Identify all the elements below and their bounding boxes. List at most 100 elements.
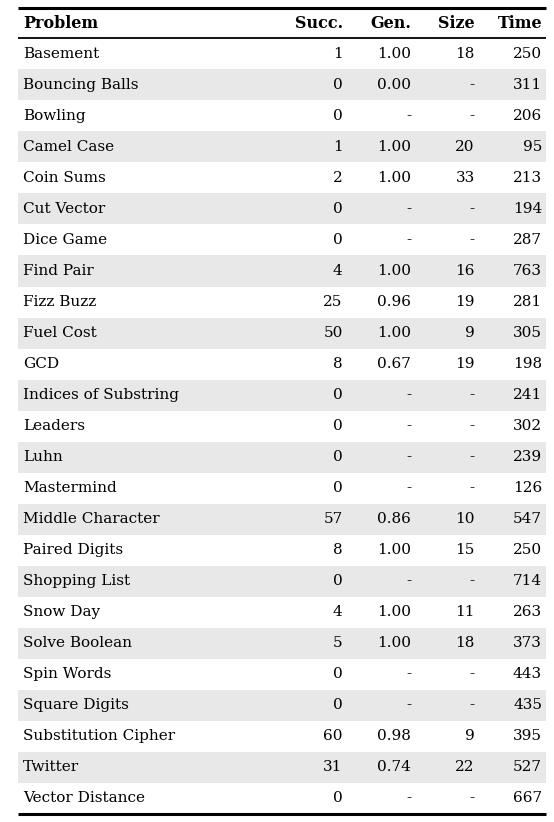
Text: -: - — [406, 233, 412, 247]
Bar — [18, 100, 546, 132]
Text: 0: 0 — [333, 233, 343, 247]
Text: 0: 0 — [333, 202, 343, 216]
Text: GCD: GCD — [23, 357, 59, 371]
Text: 18: 18 — [455, 636, 475, 650]
Text: 213: 213 — [513, 171, 542, 185]
Bar — [18, 441, 546, 473]
Text: 4: 4 — [333, 605, 343, 619]
Text: 10: 10 — [455, 512, 475, 526]
Text: -: - — [470, 233, 475, 247]
Text: 31: 31 — [324, 760, 343, 774]
Text: 1: 1 — [333, 47, 343, 61]
Text: 0.98: 0.98 — [377, 729, 412, 743]
Text: Solve Boolean: Solve Boolean — [23, 636, 132, 650]
Text: Vector Distance: Vector Distance — [23, 792, 145, 806]
Text: Middle Character: Middle Character — [23, 512, 160, 526]
Text: 435: 435 — [513, 699, 542, 713]
Text: 0: 0 — [333, 78, 343, 92]
Bar — [18, 132, 546, 163]
Bar — [18, 193, 546, 224]
Bar — [18, 411, 546, 441]
Text: 2: 2 — [333, 171, 343, 185]
Text: Spin Words: Spin Words — [23, 667, 111, 681]
Text: Camel Case: Camel Case — [23, 140, 114, 154]
Text: Paired Digits: Paired Digits — [23, 543, 123, 557]
Text: Mastermind: Mastermind — [23, 481, 117, 495]
Text: 8: 8 — [333, 543, 343, 557]
Bar — [18, 566, 546, 597]
Text: 667: 667 — [513, 792, 542, 806]
Bar — [18, 535, 546, 566]
Bar — [18, 659, 546, 690]
Text: 302: 302 — [513, 419, 542, 433]
Text: 0.96: 0.96 — [377, 295, 412, 309]
Text: Snow Day: Snow Day — [23, 605, 100, 619]
Text: 1.00: 1.00 — [377, 47, 412, 61]
Text: 0: 0 — [333, 575, 343, 589]
Text: 373: 373 — [513, 636, 542, 650]
Text: Substitution Cipher: Substitution Cipher — [23, 729, 175, 743]
Bar — [18, 473, 546, 504]
Text: -: - — [406, 481, 412, 495]
Text: -: - — [406, 792, 412, 806]
Text: 194: 194 — [513, 202, 542, 216]
Bar — [18, 224, 546, 256]
Text: 0: 0 — [333, 450, 343, 464]
Text: 20: 20 — [455, 140, 475, 154]
Text: 8: 8 — [333, 357, 343, 371]
Bar — [18, 752, 546, 783]
Bar — [18, 69, 546, 100]
Text: 1.00: 1.00 — [377, 326, 412, 340]
Text: 15: 15 — [455, 543, 475, 557]
Text: Time: Time — [497, 15, 542, 32]
Text: 763: 763 — [513, 264, 542, 278]
Bar — [18, 597, 546, 628]
Text: 4: 4 — [333, 264, 343, 278]
Bar — [18, 380, 546, 411]
Text: Gen.: Gen. — [371, 15, 412, 32]
Text: -: - — [406, 699, 412, 713]
Text: Find Pair: Find Pair — [23, 264, 94, 278]
Text: 22: 22 — [455, 760, 475, 774]
Bar — [18, 287, 546, 317]
Text: 527: 527 — [513, 760, 542, 774]
Text: 0: 0 — [333, 667, 343, 681]
Text: 9: 9 — [465, 729, 475, 743]
Text: 714: 714 — [513, 575, 542, 589]
Text: 1: 1 — [333, 140, 343, 154]
Text: -: - — [470, 699, 475, 713]
Text: -: - — [470, 450, 475, 464]
Text: 16: 16 — [455, 264, 475, 278]
Text: -: - — [470, 481, 475, 495]
Text: 5: 5 — [333, 636, 343, 650]
Text: 0: 0 — [333, 699, 343, 713]
Text: Basement: Basement — [23, 47, 99, 61]
Text: -: - — [470, 667, 475, 681]
Text: 395: 395 — [513, 729, 542, 743]
Text: -: - — [470, 202, 475, 216]
Text: -: - — [406, 575, 412, 589]
Text: 547: 547 — [513, 512, 542, 526]
Text: 241: 241 — [513, 388, 542, 402]
Text: 287: 287 — [513, 233, 542, 247]
Bar — [18, 39, 546, 69]
Text: 0.74: 0.74 — [377, 760, 412, 774]
Text: Indices of Substring: Indices of Substring — [23, 388, 179, 402]
Text: -: - — [470, 575, 475, 589]
Bar — [18, 690, 546, 721]
Text: 60: 60 — [323, 729, 343, 743]
Bar — [18, 504, 546, 535]
Text: -: - — [470, 109, 475, 122]
Text: 311: 311 — [513, 78, 542, 92]
Text: -: - — [406, 388, 412, 402]
Text: 281: 281 — [513, 295, 542, 309]
Text: Shopping List: Shopping List — [23, 575, 130, 589]
Text: -: - — [406, 450, 412, 464]
Text: 0: 0 — [333, 792, 343, 806]
Text: -: - — [406, 667, 412, 681]
Text: 19: 19 — [455, 357, 475, 371]
Text: 239: 239 — [513, 450, 542, 464]
Text: 198: 198 — [513, 357, 542, 371]
Text: Square Digits: Square Digits — [23, 699, 129, 713]
Text: -: - — [406, 419, 412, 433]
